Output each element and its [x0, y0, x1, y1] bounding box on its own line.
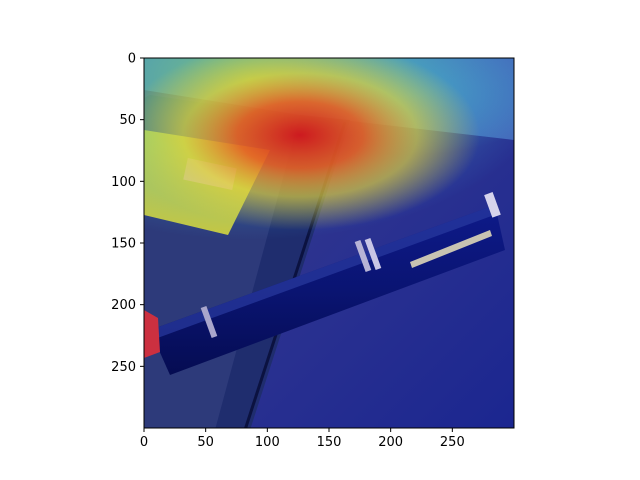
x-tick-label: 0	[140, 435, 148, 450]
pen-ring-1	[354, 239, 372, 273]
pen-ring-2	[364, 237, 382, 271]
heat-zone-core	[144, 58, 480, 230]
pen-clip	[410, 230, 492, 268]
pen-end	[144, 310, 160, 358]
x-tick-label: 100	[255, 435, 280, 450]
x-tick-label: 200	[378, 435, 403, 450]
x-axis: 0 50 100 150 200 250	[140, 428, 465, 450]
x-tick-label: 250	[440, 435, 465, 450]
pen-highlight	[150, 205, 497, 340]
heatmap-image	[144, 58, 514, 428]
y-tick-label: 150	[111, 237, 136, 252]
y-tick-label: 100	[111, 175, 136, 190]
pen-barrel	[150, 205, 505, 375]
x-tick-label: 50	[197, 435, 214, 450]
y-axis: 0 50 100 150 200 250	[111, 52, 144, 375]
x-tick-label: 150	[317, 435, 342, 450]
y-tick-label: 200	[111, 298, 136, 313]
y-tick-label: 50	[119, 113, 136, 128]
pen-cap-ring	[484, 192, 501, 218]
pen	[144, 192, 505, 375]
y-tick-label: 250	[111, 360, 136, 375]
pen-ring-3	[200, 305, 218, 339]
y-tick-label: 0	[128, 52, 136, 67]
